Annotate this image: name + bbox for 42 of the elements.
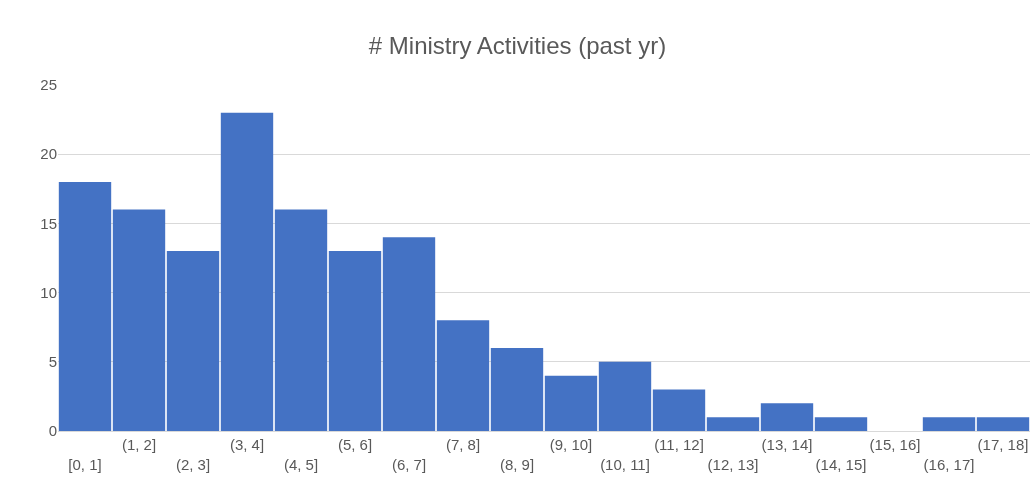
y-tick-label: 5 <box>48 353 57 371</box>
bar <box>382 237 436 431</box>
x-tick-label: (13, 14] <box>761 436 813 453</box>
x-tick-label: (17, 18] <box>977 436 1029 453</box>
x-tick-label: (11, 12] <box>654 436 704 453</box>
bar <box>166 251 220 431</box>
bar <box>274 209 328 431</box>
y-tick-label: 25 <box>40 76 57 94</box>
x-tick-label: (5, 6] <box>337 436 373 453</box>
bar <box>490 347 544 431</box>
x-tick-label: (15, 16] <box>869 436 921 453</box>
x-tick-label: (3, 4] <box>229 436 265 453</box>
bar <box>220 112 274 431</box>
bar <box>976 417 1030 431</box>
bar <box>706 417 760 431</box>
y-tick-label: 20 <box>40 145 57 163</box>
x-tick-label: (9, 10] <box>549 436 593 453</box>
x-tick-label: (16, 17] <box>923 455 975 473</box>
chart-title: # Ministry Activities (past yr) <box>368 31 667 59</box>
y-tick-label: 0 <box>48 422 57 440</box>
bar <box>544 375 598 431</box>
x-tick-label: (4, 5] <box>283 455 319 473</box>
bar <box>922 417 976 431</box>
bar <box>652 389 706 431</box>
y-tick-label: 15 <box>40 214 57 232</box>
x-tick-label: [0, 1] <box>68 455 102 473</box>
bar <box>112 209 166 431</box>
bar <box>598 361 652 431</box>
bar <box>328 251 382 431</box>
x-tick-label: (12, 13] <box>707 455 759 473</box>
x-tick-label: (8, 9] <box>499 455 535 473</box>
x-tick-label: (7, 8] <box>445 436 481 453</box>
bar <box>760 403 814 431</box>
x-tick-label: (6, 7] <box>391 455 427 473</box>
x-tick-label: (2, 3] <box>175 455 211 473</box>
x-tick-label: (1, 2] <box>121 436 157 453</box>
bar <box>436 320 490 431</box>
x-tick-label: (14, 15] <box>815 455 867 473</box>
bar <box>58 181 112 431</box>
bar <box>814 417 868 431</box>
x-tick-label: (10, 11] <box>600 455 650 473</box>
y-tick-label: 10 <box>40 283 57 301</box>
